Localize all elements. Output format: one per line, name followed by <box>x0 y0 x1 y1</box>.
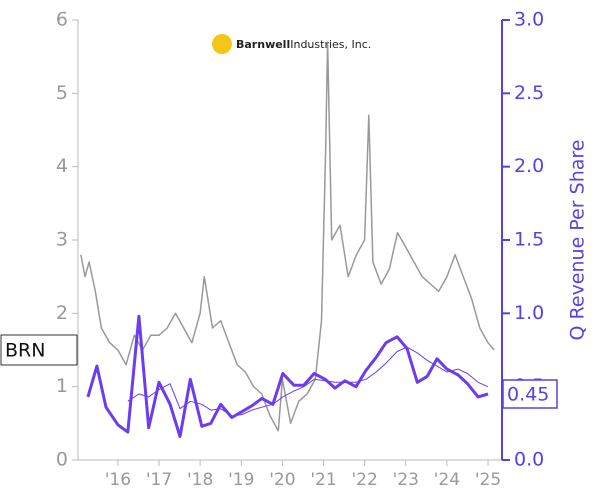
y2-tick-label: 3.0 <box>514 9 544 31</box>
y-tick-label: 0 <box>56 449 68 471</box>
x-tick-label: '22 <box>351 470 377 490</box>
x-tick-label: '25 <box>475 470 501 490</box>
logo-name: Barnwell <box>236 38 290 51</box>
x-tick-label: '17 <box>146 470 172 490</box>
x-tick-label: '18 <box>187 470 213 490</box>
ticker-box <box>0 334 78 366</box>
x-tick-label: '24 <box>434 470 460 490</box>
y2-tick-label: 2.5 <box>514 82 544 104</box>
y2-tick-label: 1.5 <box>514 229 544 251</box>
logo-text: BarnwellIndustries, Inc. <box>236 38 371 51</box>
series-line <box>80 41 495 432</box>
y2-axis-label: Q Revenue Per Share <box>567 140 589 341</box>
y-tick-label: 3 <box>56 229 68 251</box>
last-value-box <box>502 379 558 409</box>
x-tick-label: '20 <box>269 470 295 490</box>
logo-icon <box>212 34 232 54</box>
y2-tick-label: 1.0 <box>514 302 544 324</box>
x-tick-label: '23 <box>393 470 419 490</box>
y-tick-label: 4 <box>56 155 68 177</box>
x-tick-label: '19 <box>228 470 254 490</box>
y-tick-label: 6 <box>56 9 68 31</box>
x-tick-label: '16 <box>105 470 131 490</box>
y2-tick-label: 0.0 <box>514 449 544 471</box>
y2-tick-label: 2.0 <box>514 155 544 177</box>
x-tick-label: '21 <box>310 470 336 490</box>
series-line <box>86 314 489 438</box>
y-tick-label: 1 <box>56 375 68 397</box>
ticker-label: BRN <box>5 340 45 362</box>
logo-suffix: Industries, Inc. <box>290 38 371 51</box>
series-line <box>127 346 489 417</box>
y-tick-label: 2 <box>56 302 68 324</box>
y-tick-label: 5 <box>56 82 68 104</box>
last-value-label: 0.45 <box>507 384 549 406</box>
